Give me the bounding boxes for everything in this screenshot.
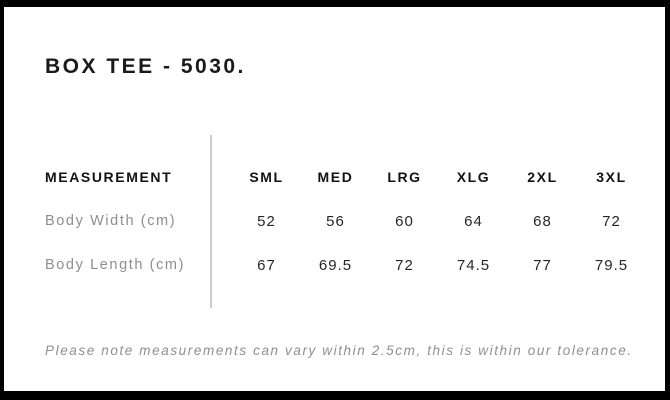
column-header-xlg: XLG <box>456 169 491 185</box>
column-header-lrg: LRG <box>387 169 422 185</box>
table-cell-body-length-lrg: 72 <box>395 256 414 274</box>
table-cell-body-width-xlg: 64 <box>464 212 483 230</box>
table-cell-body-length-med: 69.5 <box>318 256 353 274</box>
table-cell-body-length-xlg: 74.5 <box>456 256 491 274</box>
table-cell-body-length-3xl: 79.5 <box>594 256 629 274</box>
row-label-body-width: Body Width (cm) <box>45 213 177 229</box>
column-header-measurement: MEASUREMENT <box>45 169 173 185</box>
table-cell-body-length-2xl: 77 <box>533 256 552 274</box>
table-cell-body-width-lrg: 60 <box>395 212 414 230</box>
row-label-body-length: Body Length (cm) <box>45 257 186 273</box>
page-title: BOX TEE - 5030. <box>45 55 246 78</box>
table-cell-body-width-2xl: 68 <box>533 212 552 230</box>
size-table: MEASUREMENT SML MED LRG XLG 2XL 3XL Body… <box>4 155 646 287</box>
table-cell-body-width-sml: 52 <box>257 212 276 230</box>
table-cell-body-length-sml: 67 <box>257 256 276 274</box>
table-cell-body-width-3xl: 72 <box>602 212 621 230</box>
column-header-2xl: 2XL <box>527 169 558 185</box>
column-header-med: MED <box>317 169 354 185</box>
table-cell-body-width-med: 56 <box>326 212 345 230</box>
column-header-3xl: 3XL <box>596 169 627 185</box>
tolerance-note: Please note measurements can vary within… <box>45 343 633 358</box>
table-divider <box>210 135 212 308</box>
column-header-sml: SML <box>249 169 284 185</box>
